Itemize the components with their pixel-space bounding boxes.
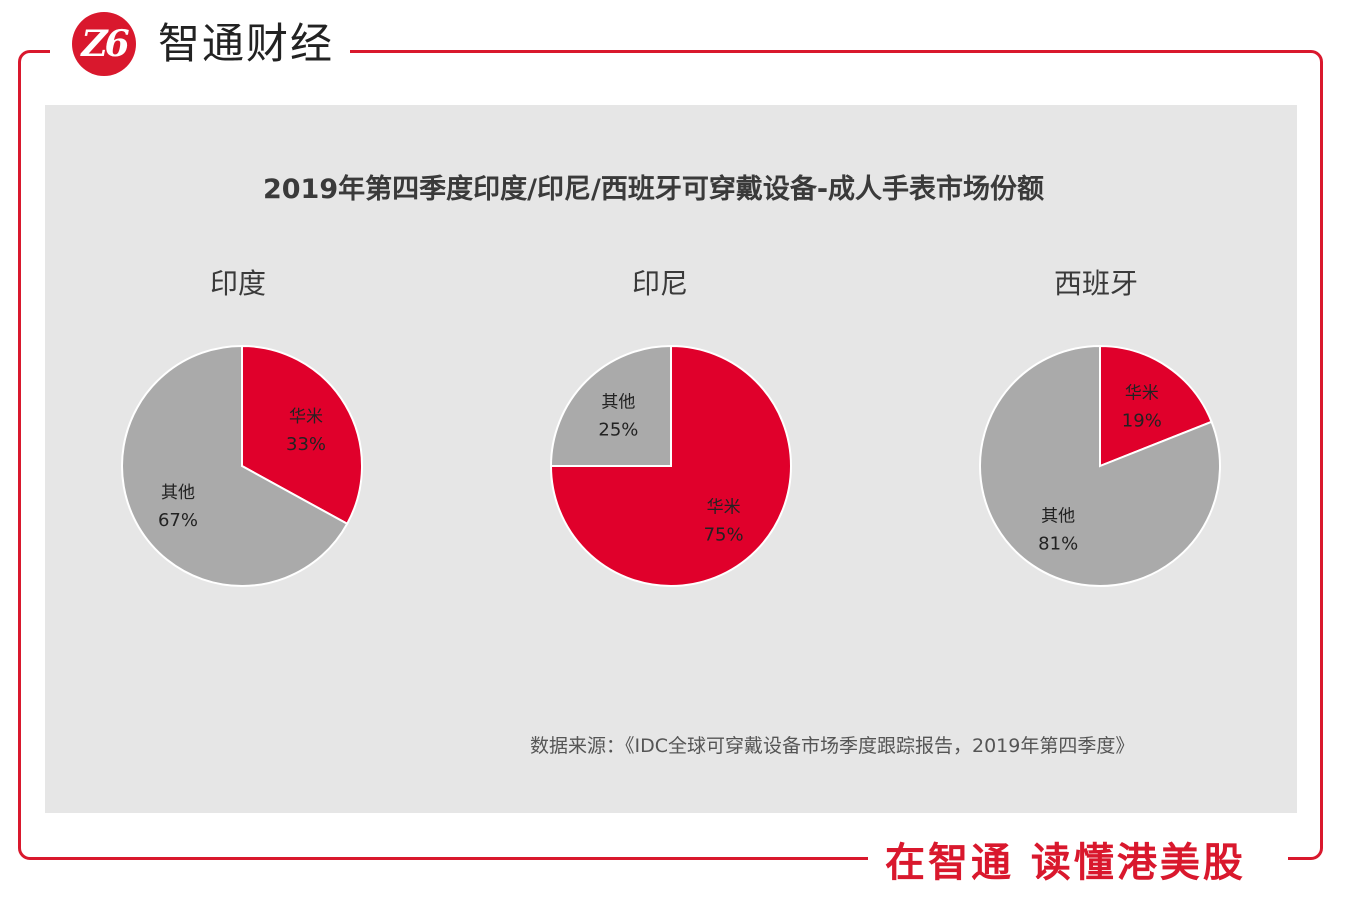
slogan: 在智通 读懂港美股 <box>885 840 1246 886</box>
pie-slice-indonesia-1 <box>549 344 672 467</box>
pie-label-indonesia-1: 其他 <box>601 392 635 412</box>
pie-value-india-0: 33% <box>286 434 326 455</box>
pie-value-indonesia-1: 25% <box>598 419 638 440</box>
brand-frame <box>18 50 1323 860</box>
pie-slice-spain-0 <box>1099 344 1213 468</box>
pie-title-india: 印度 <box>209 267 266 300</box>
pie-slice-indonesia-0 <box>549 344 792 587</box>
pie-slice-india-0 <box>241 344 363 526</box>
source-note: 数据来源：《IDC全球可穿戴设备市场季度跟踪报告，2019年第四季度》 <box>530 735 1135 757</box>
pie-value-india-1: 67% <box>158 510 198 531</box>
pie-slice-spain-1 <box>979 344 1221 587</box>
chart-title: 2019年第四季度印度/印尼/西班牙可穿戴设备-成人手表市场份额 <box>262 174 1045 205</box>
pie-value-spain-1: 81% <box>1038 534 1078 555</box>
logo-mark: Z6 <box>72 12 136 76</box>
pie-label-spain-0: 华米 <box>1125 383 1159 403</box>
pie-label-spain-1: 其他 <box>1041 507 1075 527</box>
pie-value-spain-0: 19% <box>1122 410 1162 431</box>
pie-title-spain: 西班牙 <box>1053 267 1138 300</box>
logo-text: 智通财经 <box>158 19 335 68</box>
pie-label-indonesia-0: 华米 <box>707 498 741 518</box>
pie-value-indonesia-0: 75% <box>704 525 744 546</box>
pie-label-india-1: 其他 <box>161 483 195 503</box>
pie-slice-india-1 <box>121 344 349 587</box>
slogan-backdrop <box>868 835 1288 891</box>
pie-label-india-0: 华米 <box>289 407 323 427</box>
pie-title-indonesia: 印尼 <box>631 267 688 300</box>
